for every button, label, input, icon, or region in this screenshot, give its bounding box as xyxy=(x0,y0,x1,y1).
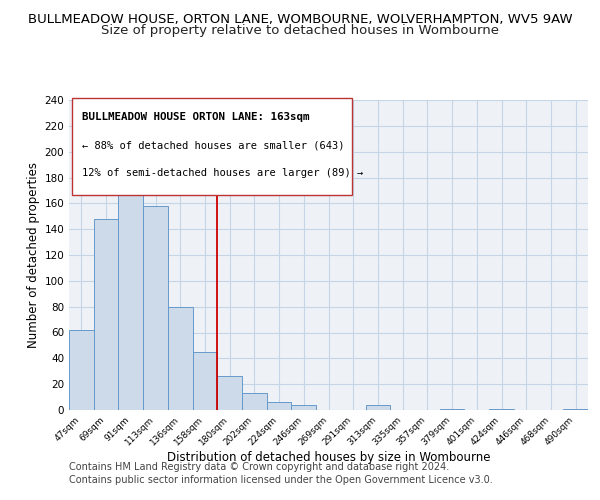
Y-axis label: Number of detached properties: Number of detached properties xyxy=(27,162,40,348)
Bar xyxy=(489,408,514,410)
X-axis label: Distribution of detached houses by size in Wombourne: Distribution of detached houses by size … xyxy=(167,451,490,464)
Bar xyxy=(365,405,390,410)
Bar xyxy=(168,306,193,410)
Bar xyxy=(267,402,292,410)
Text: 12% of semi-detached houses are larger (89) →: 12% of semi-detached houses are larger (… xyxy=(82,168,363,178)
Text: ← 88% of detached houses are smaller (643): ← 88% of detached houses are smaller (64… xyxy=(82,140,344,150)
Text: BULLMEADOW HOUSE, ORTON LANE, WOMBOURNE, WOLVERHAMPTON, WV5 9AW: BULLMEADOW HOUSE, ORTON LANE, WOMBOURNE,… xyxy=(28,12,572,26)
Text: Size of property relative to detached houses in Wombourne: Size of property relative to detached ho… xyxy=(101,24,499,37)
Bar xyxy=(118,167,143,410)
Text: Contains public sector information licensed under the Open Government Licence v3: Contains public sector information licen… xyxy=(69,475,493,485)
Bar xyxy=(69,330,94,410)
Text: BULLMEADOW HOUSE ORTON LANE: 163sqm: BULLMEADOW HOUSE ORTON LANE: 163sqm xyxy=(82,112,310,122)
Bar xyxy=(563,408,588,410)
Bar xyxy=(143,206,168,410)
FancyBboxPatch shape xyxy=(71,98,352,194)
Bar xyxy=(193,352,217,410)
Text: Contains HM Land Registry data © Crown copyright and database right 2024.: Contains HM Land Registry data © Crown c… xyxy=(69,462,449,472)
Bar xyxy=(292,405,316,410)
Bar xyxy=(440,408,464,410)
Bar xyxy=(242,393,267,410)
Bar xyxy=(94,219,118,410)
Bar xyxy=(217,376,242,410)
